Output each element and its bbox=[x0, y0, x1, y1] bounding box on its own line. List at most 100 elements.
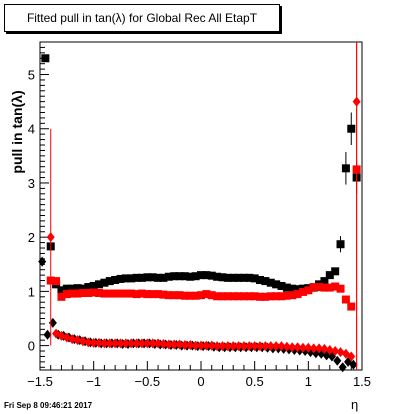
data-point-square bbox=[84, 283, 93, 292]
data-point-square bbox=[137, 273, 146, 282]
data-point-square bbox=[315, 283, 324, 292]
y-tick-label: 1 bbox=[28, 284, 35, 299]
data-point-square bbox=[207, 291, 216, 300]
data-point-diamond bbox=[116, 338, 125, 349]
data-point-square bbox=[100, 278, 109, 287]
data-point-square bbox=[186, 272, 195, 281]
data-point-diamond bbox=[46, 232, 55, 243]
data-point-diamond bbox=[234, 341, 243, 352]
data-point-diamond bbox=[78, 336, 87, 347]
x-tick-label: −1 bbox=[86, 374, 101, 389]
data-point-diamond bbox=[207, 340, 216, 351]
data-point-diamond bbox=[352, 96, 361, 107]
y-tick-label: 4 bbox=[28, 122, 35, 137]
data-point-diamond bbox=[111, 338, 120, 349]
data-point-square bbox=[143, 273, 152, 282]
data-point-diamond bbox=[218, 341, 227, 352]
data-point-square bbox=[202, 290, 211, 299]
data-point-square bbox=[282, 291, 291, 300]
data-point-square bbox=[143, 290, 152, 299]
data-point-square bbox=[320, 277, 329, 286]
data-point-diamond bbox=[331, 346, 340, 357]
data-point-square bbox=[288, 284, 297, 293]
data-point-diamond bbox=[298, 342, 307, 353]
data-point-diamond bbox=[315, 343, 324, 354]
data-point-diamond bbox=[89, 337, 98, 348]
data-point-diamond bbox=[272, 341, 281, 352]
y-tick-label: 3 bbox=[28, 176, 35, 191]
data-point-diamond bbox=[202, 340, 211, 351]
data-point-square bbox=[116, 289, 125, 298]
data-point-square bbox=[78, 284, 87, 293]
data-point-square bbox=[293, 285, 302, 294]
data-point-square bbox=[325, 271, 334, 280]
data-point-square bbox=[78, 289, 87, 298]
data-point-diamond bbox=[250, 341, 259, 352]
data-point-square bbox=[68, 289, 77, 298]
data-point-diamond bbox=[143, 338, 152, 349]
data-point-diamond bbox=[304, 342, 313, 353]
y-tick-label: 0 bbox=[28, 339, 35, 354]
data-point-square bbox=[164, 291, 173, 300]
data-point-diamond bbox=[95, 337, 104, 348]
data-point-square bbox=[331, 267, 340, 276]
data-point-square bbox=[341, 295, 350, 304]
axes-frame bbox=[39, 41, 363, 371]
data-point-diamond bbox=[159, 338, 168, 349]
data-point-square bbox=[229, 292, 238, 301]
y-axis: 0 1 2 3 4 5 bbox=[28, 46, 49, 368]
data-point-square bbox=[95, 289, 104, 298]
data-point-diamond bbox=[68, 334, 77, 345]
data-point-diamond bbox=[256, 341, 265, 352]
data-point-diamond bbox=[347, 351, 356, 362]
data-point-square bbox=[309, 283, 318, 292]
data-point-square bbox=[218, 273, 227, 282]
data-point-square bbox=[277, 281, 286, 290]
x-tick-label: 1.5 bbox=[353, 374, 371, 389]
data-point-square bbox=[62, 284, 71, 293]
data-point-square bbox=[57, 292, 66, 301]
data-point-square bbox=[266, 292, 275, 301]
data-point-square bbox=[320, 283, 329, 292]
data-point-diamond bbox=[84, 337, 93, 348]
data-point-square bbox=[52, 277, 61, 286]
data-point-square bbox=[41, 54, 50, 63]
data-point-square bbox=[282, 283, 291, 292]
data-point-square bbox=[127, 274, 136, 283]
data-point-square bbox=[148, 273, 157, 282]
data-point-square bbox=[159, 290, 168, 299]
data-point-square bbox=[105, 277, 114, 286]
data-point-square bbox=[57, 286, 66, 295]
data-point-diamond bbox=[282, 341, 291, 352]
data-point-square bbox=[266, 278, 275, 287]
data-point-square bbox=[73, 284, 82, 293]
data-point-diamond bbox=[229, 341, 238, 352]
data-point-diamond bbox=[38, 256, 47, 267]
data-point-square bbox=[245, 273, 254, 282]
x-tick-label: −1.5 bbox=[27, 374, 53, 389]
data-point-square bbox=[272, 280, 281, 289]
data-point-diamond bbox=[325, 344, 334, 355]
data-point-square bbox=[239, 292, 248, 301]
data-point-diamond bbox=[261, 341, 270, 352]
data-point-square bbox=[180, 291, 189, 300]
data-point-square bbox=[137, 289, 146, 298]
data-point-square bbox=[132, 273, 141, 282]
data-point-square bbox=[197, 271, 205, 280]
data-point-square bbox=[256, 292, 265, 301]
data-point-square bbox=[202, 271, 211, 280]
data-point-square bbox=[347, 124, 356, 133]
data-point-diamond bbox=[154, 338, 163, 349]
data-point-square bbox=[293, 290, 302, 299]
chart-title: Fitted pull in tan(λ) for Global Rec All… bbox=[4, 4, 280, 32]
data-point-square bbox=[191, 272, 200, 281]
x-axis: −1.5 −1 −0.5 0 0.5 1 1.5 bbox=[27, 361, 371, 389]
data-point-square bbox=[105, 289, 114, 298]
data-point-square bbox=[261, 277, 270, 286]
data-point-diamond bbox=[186, 340, 195, 351]
data-point-square bbox=[250, 292, 259, 301]
data-point-square bbox=[304, 286, 313, 295]
data-point-diamond bbox=[180, 340, 189, 351]
data-point-diamond bbox=[148, 338, 157, 349]
data-point-square bbox=[341, 164, 350, 173]
